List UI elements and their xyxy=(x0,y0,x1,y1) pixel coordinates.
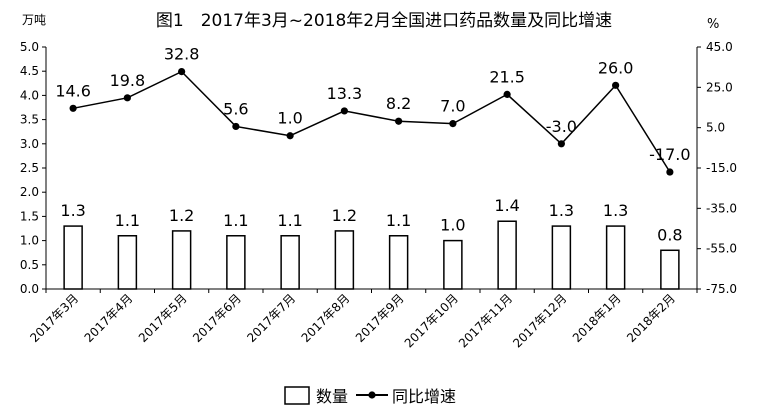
bar-value-label: 1.1 xyxy=(386,211,411,230)
left-axis-unit: 万吨 xyxy=(22,13,46,27)
bar xyxy=(280,235,300,290)
line-point xyxy=(340,107,348,115)
line-point xyxy=(286,132,294,140)
bar-value-label: 1.1 xyxy=(277,211,302,230)
bar-series xyxy=(63,220,680,290)
left-tick-label: 2.0 xyxy=(20,185,39,199)
x-category-label: 2017年8月 xyxy=(299,291,353,345)
legend-line-marker xyxy=(368,391,376,399)
bar xyxy=(388,235,409,290)
bar-value-label: 1.3 xyxy=(60,201,85,220)
x-category-label: 2017年12月 xyxy=(510,291,569,350)
right-tick-label: 25.0 xyxy=(706,80,733,94)
line-data-labels: 14.6 19.8 32.8 5.6 1.0 13.3 8.2 7.0 21.5 -3.0 26.0… xyxy=(55,45,690,164)
left-axis-ticks: 5.0 4.5 4.0 3.5 3.0 2.5 2.0 1.5 1.0 0.5 0.0 xyxy=(20,40,46,296)
line-value-label: 1.0 xyxy=(277,109,302,128)
line-point xyxy=(612,81,620,89)
right-tick-label: 45.0 xyxy=(706,40,733,54)
line-point xyxy=(503,90,511,98)
x-category-label: 2017年7月 xyxy=(244,291,298,345)
x-category-label: 2017年4月 xyxy=(82,291,136,345)
right-tick-label: -55.0 xyxy=(706,242,737,256)
bar xyxy=(171,230,192,290)
legend-bar-label: 数量 xyxy=(316,387,348,406)
right-axis-ticks: 45.0 25.0 5.0 -15.0 -35.0 -55.0 -75.0 xyxy=(697,40,737,296)
left-tick-label: 1.5 xyxy=(20,209,39,223)
line-point xyxy=(123,94,131,102)
line-value-label: 26.0 xyxy=(598,58,634,77)
right-tick-label: -15.0 xyxy=(706,161,737,175)
left-tick-label: 2.5 xyxy=(20,161,39,175)
line-point xyxy=(666,168,674,176)
x-category-label: 2018年1月 xyxy=(570,291,624,345)
x-category-label: 2017年10月 xyxy=(402,291,461,350)
bar-value-label: 1.3 xyxy=(603,201,628,220)
bar xyxy=(605,225,626,290)
left-tick-label: 1.0 xyxy=(20,234,39,248)
left-tick-label: 0.0 xyxy=(20,282,39,296)
x-axis-category-labels: 2017年3月 2017年4月 2017年5月 2017年6月 2017年7月 2017年… xyxy=(27,291,678,350)
bar xyxy=(63,225,83,290)
right-tick-label: -35.0 xyxy=(706,201,737,215)
line-point xyxy=(557,140,565,148)
legend-bar-swatch xyxy=(284,386,310,405)
chart-title: 图1 2017年3月~2018年2月全国进口药品数量及同比增速 xyxy=(156,11,612,31)
line-point xyxy=(449,120,457,128)
line-value-label: -3.0 xyxy=(546,117,577,136)
line-value-label: 8.2 xyxy=(386,94,411,113)
left-tick-label: 3.5 xyxy=(20,113,39,127)
bar xyxy=(497,220,517,290)
line-value-label: 13.3 xyxy=(327,84,363,103)
x-category-label: 2017年3月 xyxy=(27,291,81,345)
bar-value-label: 1.3 xyxy=(549,201,574,220)
right-tick-label: 5.0 xyxy=(706,121,725,135)
bar-value-label: 1.4 xyxy=(494,196,519,215)
left-tick-label: 4.0 xyxy=(20,88,39,102)
right-axis-unit: % xyxy=(707,17,719,32)
bar xyxy=(226,235,246,290)
line-point xyxy=(69,104,77,112)
left-tick-label: 4.5 xyxy=(20,64,39,78)
growth-line xyxy=(72,70,671,173)
x-category-label: 2017年6月 xyxy=(190,291,244,345)
x-category-label: 2017年5月 xyxy=(136,291,190,345)
right-tick-label: -75.0 xyxy=(706,282,737,296)
line-value-label: 5.6 xyxy=(223,99,248,118)
line-value-label: 21.5 xyxy=(489,67,525,86)
line-point xyxy=(232,122,240,131)
bar-value-label: 1.2 xyxy=(332,206,357,225)
bar xyxy=(334,230,355,290)
line-value-label: 32.8 xyxy=(164,45,200,64)
line-value-label: 14.6 xyxy=(55,81,91,100)
left-tick-label: 5.0 xyxy=(20,40,39,54)
line-point xyxy=(395,117,403,125)
bar-value-label: 0.8 xyxy=(657,225,682,244)
bar-value-label: 1.2 xyxy=(169,206,194,225)
line-point xyxy=(178,68,186,76)
x-category-label: 2017年11月 xyxy=(456,291,515,350)
bar-value-label: 1.0 xyxy=(440,216,465,235)
x-axis-ticks xyxy=(45,289,698,293)
bar xyxy=(660,249,680,290)
left-tick-label: 3.0 xyxy=(20,137,39,151)
line-series xyxy=(69,68,674,176)
line-value-label: 7.0 xyxy=(440,97,465,116)
legend-line-label: 同比增速 xyxy=(392,387,456,406)
x-category-label: 2017年9月 xyxy=(353,291,407,345)
bar-data-labels: 1.3 1.1 1.2 1.1 1.1 1.2 1.1 1.0 1.4 1.3 1.3 0.8 xyxy=(60,196,682,244)
bar-value-label: 1.1 xyxy=(115,211,140,230)
x-category-label: 2018年2月 xyxy=(624,291,678,345)
bar xyxy=(117,235,138,290)
bar-value-label: 1.1 xyxy=(223,211,248,230)
bar xyxy=(443,239,463,290)
line-value-label: -17.0 xyxy=(649,145,690,164)
left-tick-label: 0.5 xyxy=(20,258,39,272)
legend: 数量 同比增速 xyxy=(284,386,456,406)
line-value-label: 19.8 xyxy=(110,71,146,90)
bar xyxy=(551,225,572,290)
